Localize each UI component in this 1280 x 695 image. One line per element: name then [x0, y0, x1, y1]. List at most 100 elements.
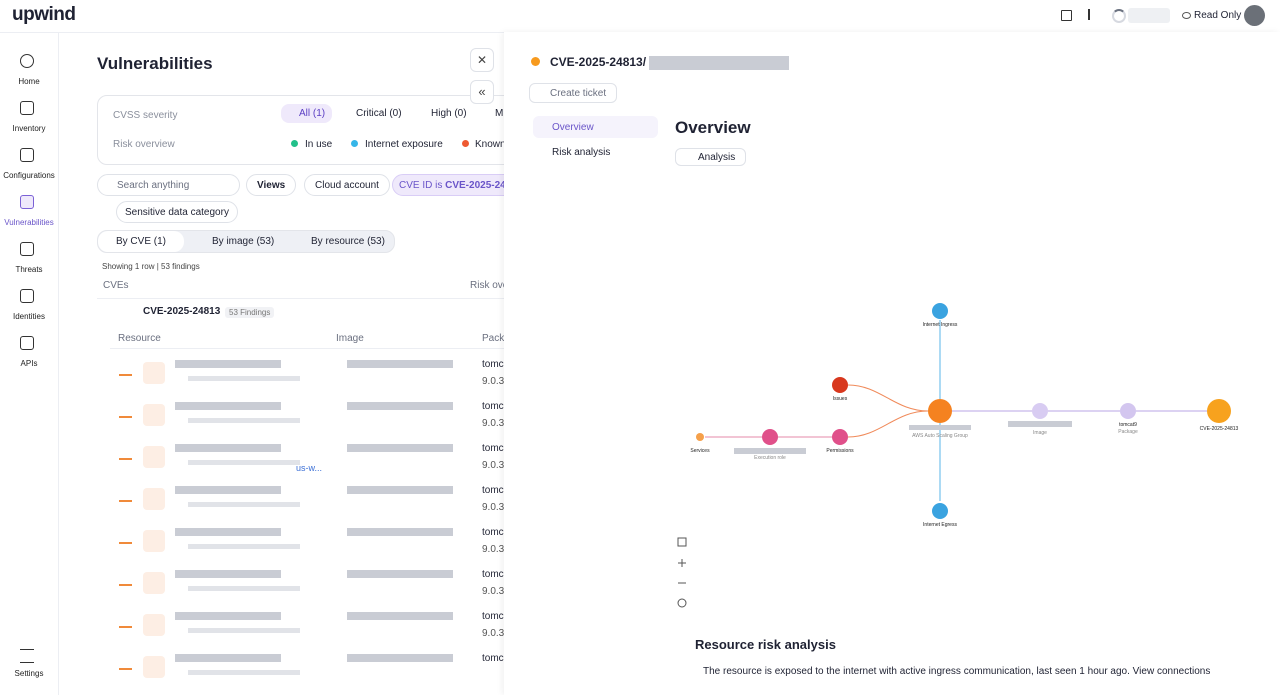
- node-package[interactable]: [1120, 403, 1136, 419]
- severity-medium[interactable]: M: [495, 108, 504, 119]
- redacted: [188, 628, 300, 633]
- resource-icon[interactable]: [143, 614, 165, 636]
- icon-book[interactable]: [1061, 10, 1072, 21]
- resource-icon[interactable]: [143, 488, 165, 510]
- cve-chip[interactable]: CVE ID is CVE-2025-2481: [392, 174, 504, 196]
- resource-icon[interactable]: [143, 446, 165, 468]
- redacted: [1008, 421, 1072, 427]
- node-issues[interactable]: [832, 377, 848, 393]
- group-cve[interactable]: CVE-2025-24813: [143, 306, 221, 317]
- risk-internet[interactable]: Internet exposure: [365, 139, 443, 150]
- node-services[interactable]: [696, 433, 704, 441]
- nav-label[interactable]: Home: [18, 77, 40, 86]
- resource-icon[interactable]: [143, 656, 165, 678]
- redacted: [175, 612, 281, 620]
- edge: [847, 410, 929, 438]
- severity-icon: [119, 369, 132, 376]
- redacted: [347, 486, 453, 494]
- node-ingress[interactable]: [932, 303, 948, 319]
- resource-icon[interactable]: [143, 362, 165, 384]
- redacted: [188, 502, 300, 507]
- redacted: [347, 654, 453, 662]
- brand[interactable]: upwind: [12, 4, 76, 25]
- risk-in-use[interactable]: In use: [305, 139, 333, 150]
- label: Issues: [833, 396, 848, 402]
- node-labels: Internet Ingress Issues AWS Auto Scaling…: [690, 322, 1238, 528]
- tab-image[interactable]: By image (53): [212, 236, 275, 247]
- sidebar: Settings Home Inventory Configurations Vuln…: [0, 32, 59, 695]
- risk-label: Risk overview: [113, 139, 175, 150]
- nav-icon: [20, 54, 34, 68]
- severity-icon: [119, 621, 132, 628]
- nav-label[interactable]: Identities: [12, 312, 46, 321]
- redacted: [188, 586, 300, 591]
- node-permissions[interactable]: [832, 429, 848, 445]
- label: Package: [1118, 429, 1138, 435]
- tab-cve[interactable]: By CVE (1): [98, 231, 184, 252]
- nav-icon: [20, 195, 34, 209]
- package: tomc: [482, 611, 504, 622]
- node-asg[interactable]: [928, 399, 952, 423]
- menu-overview[interactable]: Overview: [552, 122, 594, 133]
- severity-critical[interactable]: Critical (0): [356, 108, 402, 119]
- nav-label[interactable]: Threats: [15, 265, 43, 274]
- node-cve[interactable]: [1207, 399, 1231, 423]
- avatar[interactable]: [1244, 5, 1265, 26]
- redacted: [347, 360, 453, 368]
- findings-badge: 53 Findings: [225, 307, 275, 318]
- nav-label[interactable]: Inventory: [12, 124, 46, 133]
- eye-icon: [1182, 12, 1191, 19]
- analysis-btn[interactable]: Analysis: [675, 148, 747, 166]
- create-ticket[interactable]: Create ticket: [529, 83, 618, 103]
- tab-resource[interactable]: By resource (53): [311, 236, 385, 247]
- nav-label[interactable]: Configurations: [3, 171, 55, 180]
- severity-high[interactable]: High (0): [431, 108, 467, 119]
- severity-icon: [119, 411, 132, 418]
- severity-icon: [119, 579, 132, 586]
- redacted: [188, 376, 300, 381]
- nav-settings[interactable]: Settings: [14, 669, 44, 678]
- node-egress[interactable]: [932, 503, 948, 519]
- sensitive[interactable]: Sensitive data category: [116, 201, 238, 223]
- close-btn[interactable]: ✕: [470, 48, 494, 72]
- node-role[interactable]: [762, 429, 778, 445]
- collapse-btn[interactable]: «: [470, 80, 494, 104]
- cloud-account[interactable]: Cloud account: [304, 174, 390, 196]
- sub-image: Image: [336, 333, 364, 344]
- redacted: [734, 448, 806, 454]
- package: tomc: [482, 443, 504, 454]
- nav-label[interactable]: Vulnerabilities: [4, 218, 54, 227]
- version: 9.0.3: [482, 502, 504, 513]
- sub-resource: Resource: [118, 333, 161, 344]
- resource-icon[interactable]: [143, 572, 165, 594]
- redacted: [175, 486, 281, 494]
- menu-risk[interactable]: Risk analysis: [552, 147, 611, 158]
- tabs: By CVE (1) By image (53) By resource (53…: [97, 230, 395, 253]
- redacted: [188, 544, 300, 549]
- resource-icon[interactable]: [143, 404, 165, 426]
- fit[interactable]: [677, 537, 687, 547]
- severity-all[interactable]: All (1): [281, 104, 333, 123]
- divider: [97, 298, 504, 299]
- version: 9.0.3: [482, 376, 504, 387]
- package: tomc: [482, 485, 504, 496]
- resource-icon[interactable]: [143, 530, 165, 552]
- search[interactable]: Search anything: [97, 174, 240, 196]
- node-image[interactable]: [1032, 403, 1048, 419]
- severity-icon: [119, 495, 132, 502]
- nav-icon: [20, 101, 34, 115]
- risk-known[interactable]: Known: [475, 139, 504, 150]
- label: Internet Egress: [923, 522, 957, 528]
- label: AWS Auto Scaling Group: [912, 433, 968, 439]
- read-only[interactable]: Read Only: [1194, 10, 1242, 21]
- menu-active: [533, 116, 658, 138]
- icon-person[interactable]: [1088, 9, 1098, 20]
- views[interactable]: Views: [246, 174, 297, 196]
- redacted: [1128, 8, 1170, 23]
- nav-label[interactable]: APIs: [20, 359, 38, 368]
- center[interactable]: [677, 598, 687, 608]
- redacted: [175, 360, 281, 368]
- zoom-in[interactable]: [678, 559, 686, 567]
- subheader: [110, 328, 504, 349]
